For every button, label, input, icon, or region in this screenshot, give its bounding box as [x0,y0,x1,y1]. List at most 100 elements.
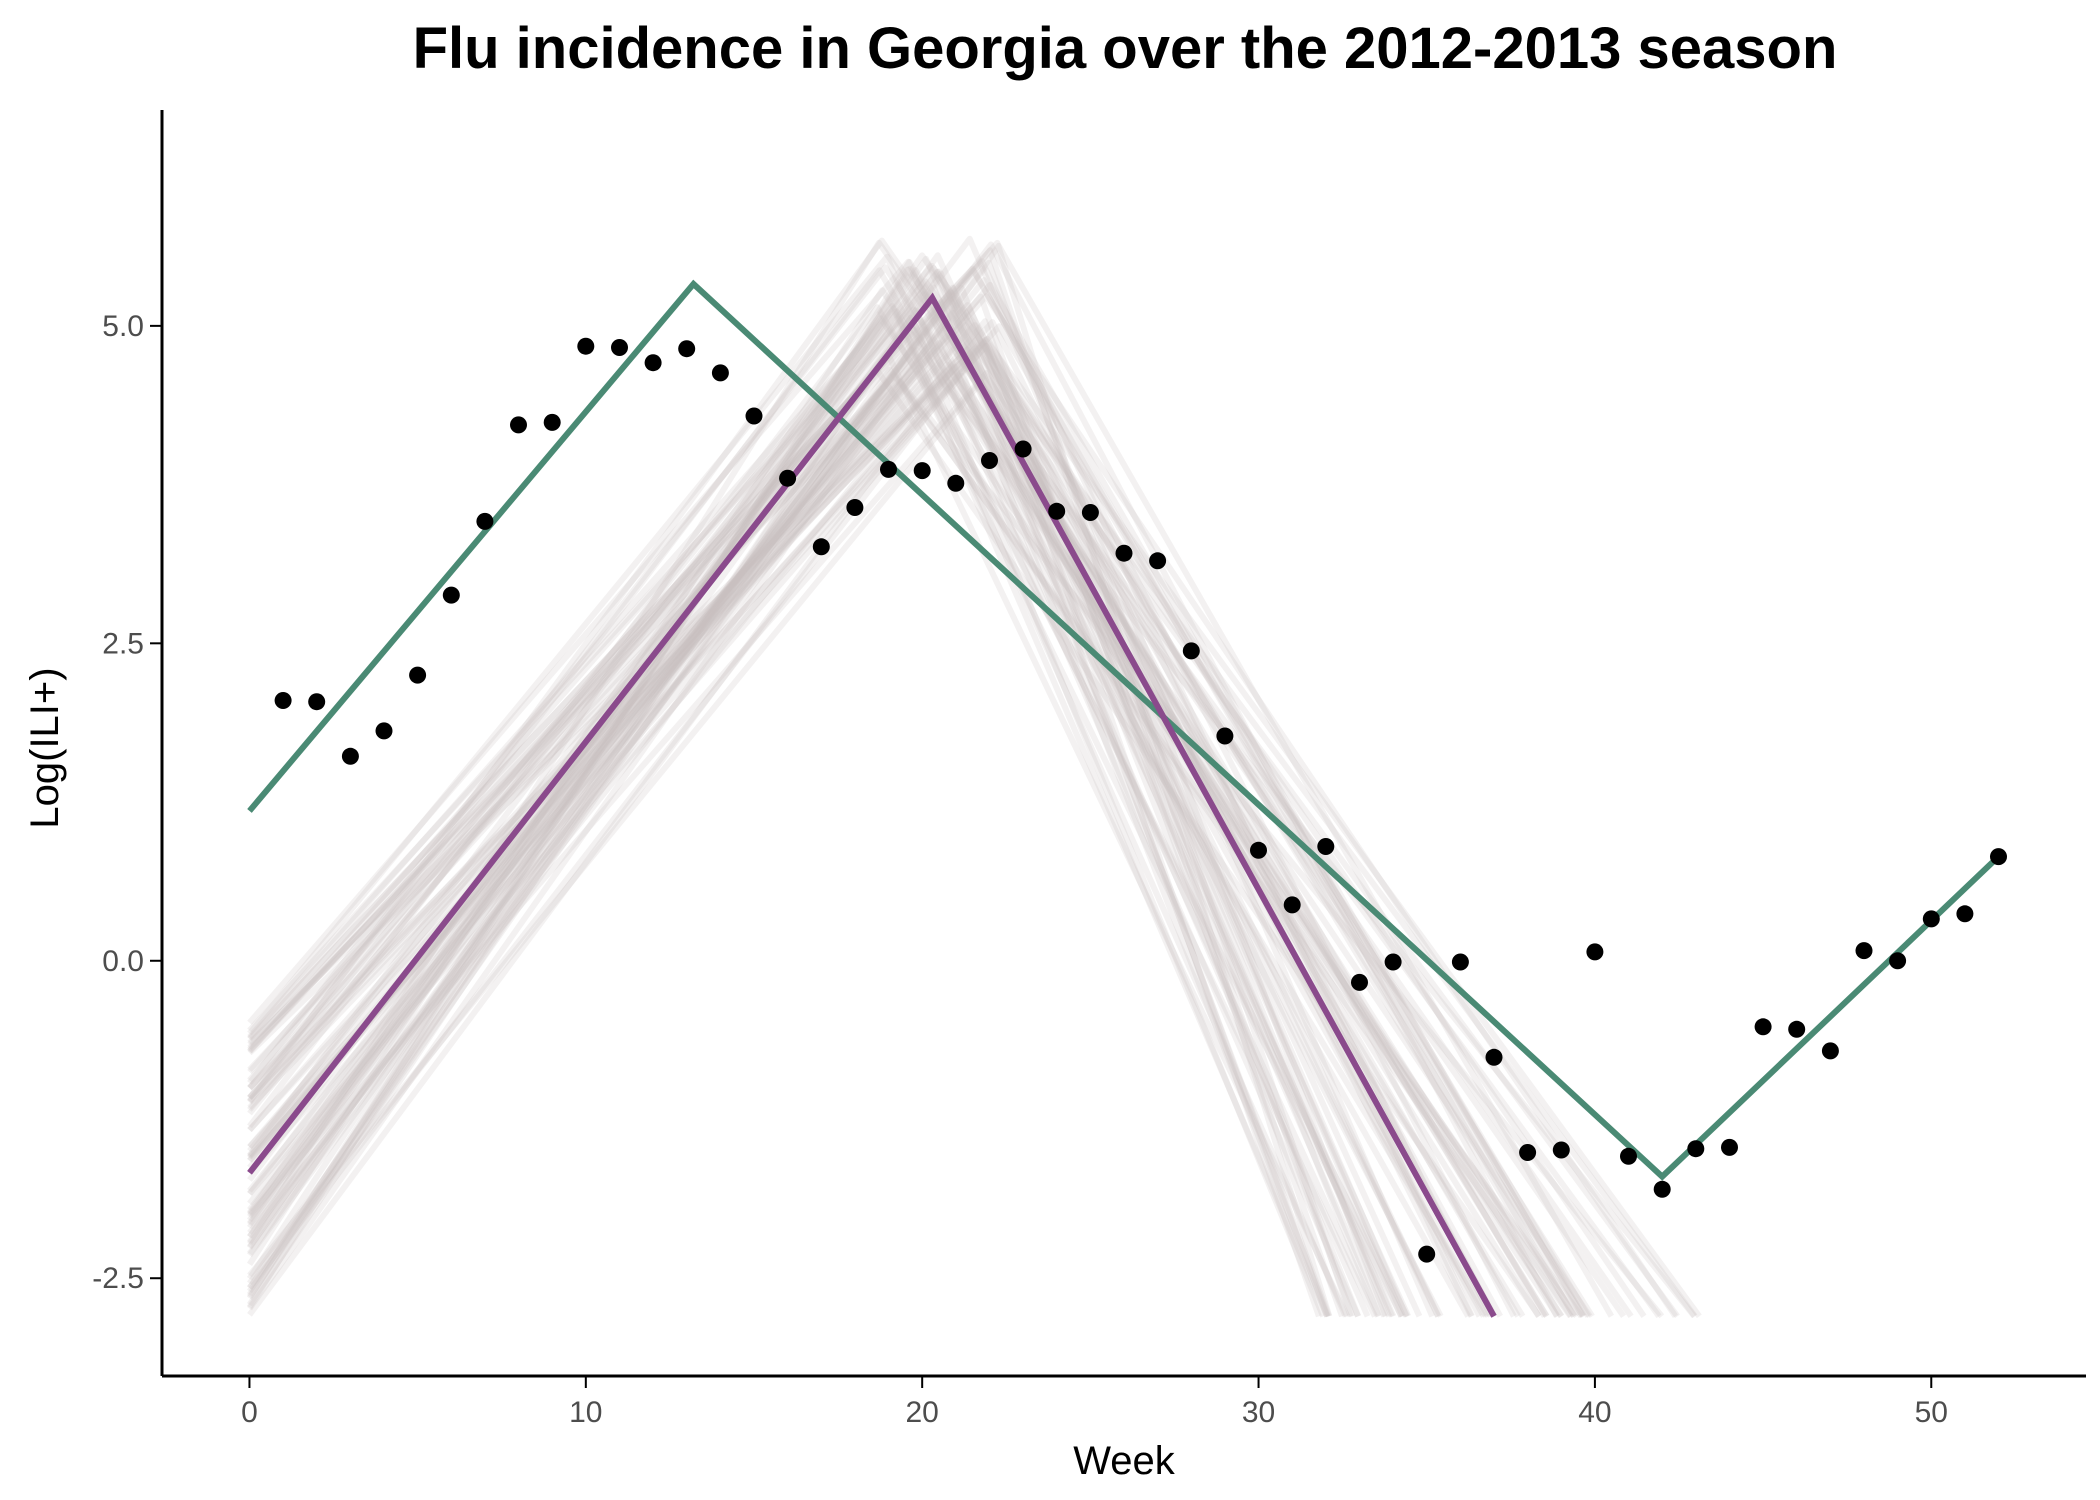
ensemble-line [247,378,1665,1319]
ensemble-line [247,265,1411,1318]
ensemble-line [247,326,1381,1318]
ensemble-line [247,315,1565,1318]
ensemble-line [246,267,1521,1318]
fit-lines [247,279,2001,1318]
data-point [1014,440,1032,458]
ensemble-line [246,265,1550,1318]
ensemble-line [247,305,1405,1318]
data-point [1687,1140,1705,1158]
data-point [577,337,595,355]
ensemble-line [247,285,1382,1318]
ensemble-line [247,247,1354,1318]
ensemble-line [247,318,1356,1318]
ensemble-line [247,239,1333,1318]
ensemble-line [247,339,1410,1318]
data-point [1922,910,1940,928]
data-point [1048,502,1066,520]
ensemble-line [247,265,1577,1318]
data-point [274,692,292,709]
ensemble-line [247,253,1326,1318]
ensemble-lines [246,235,1702,1319]
data-point [779,469,797,487]
data-point [1182,642,1200,660]
ensemble-line [247,235,1435,1318]
ensemble-line [246,259,1489,1318]
ensemble-line [247,242,1615,1318]
ensemble-line [247,303,1331,1318]
data-point [1990,848,2007,866]
data-point [1721,1138,1738,1156]
ensemble-line [247,322,1442,1318]
ensemble-line [247,258,1371,1318]
y-tick-label: -2.5 [92,1262,144,1295]
data-point [1788,1020,1806,1038]
ensemble-line [247,370,1378,1318]
ensemble-line [247,323,1591,1318]
ensemble-line [247,302,1474,1318]
ensemble-line [247,291,1550,1318]
ensemble-line [247,347,1697,1319]
data-point [1115,544,1133,562]
data-point [1216,727,1234,745]
observed-points [274,337,2007,1263]
ensemble-line [247,325,1561,1318]
ensemble-line [247,322,1322,1318]
ensemble-line [247,262,1702,1319]
ensemble-line [247,277,1517,1318]
data-point [1081,504,1099,521]
ensemble-line [247,342,1392,1318]
ensemble-line [247,308,1349,1318]
ensemble-line [247,252,1647,1318]
data-point [1754,1018,1772,1036]
ensemble-line [247,338,1406,1318]
data-point [1889,952,1907,970]
ensemble-line [247,372,1573,1319]
x-tick-label: 50 [1915,1396,1948,1429]
x-tick-label: 40 [1578,1396,1611,1429]
data-point [476,512,494,530]
data-point [745,407,763,425]
data-point [510,416,527,434]
ensemble-line [247,372,1487,1318]
ensemble-line [247,289,1362,1318]
ensemble-line [247,270,1330,1318]
data-point [644,354,662,372]
ensemble-line [247,336,1497,1318]
ensemble-line [247,315,1580,1319]
data-point [1552,1141,1570,1159]
fit-line-purple [247,292,1497,1318]
data-point [711,364,729,382]
ensemble-line [247,241,1560,1318]
data-point [1956,905,1974,923]
ensemble-line [247,363,1405,1318]
y-tick-label: 2.5 [102,627,144,660]
data-point [375,722,393,740]
y-axis-ticks: -2.5 0.0 2.5 5.0 [92,310,162,1295]
x-tick-label: 0 [241,1396,258,1429]
ensemble-line [247,346,1662,1319]
data-point [913,462,931,480]
ensemble-line [247,342,1586,1318]
data-point [1451,953,1469,971]
y-axis-title: Log(ILI+) [23,667,67,828]
chart-title: Flu incidence in Georgia over the 2012-2… [413,16,1838,81]
data-point [846,499,864,516]
data-point [1586,943,1604,961]
x-tick-label: 10 [569,1396,602,1429]
y-tick-label: 5.0 [102,310,144,343]
data-point [678,340,696,358]
data-point [1250,841,1267,859]
ensemble-line [247,296,1548,1318]
x-tick-label: 30 [1242,1396,1275,1429]
x-axis-ticks: 0 10 20 30 40 50 [241,1376,1948,1429]
ensemble-line [247,284,1388,1318]
data-point [1485,1048,1503,1066]
data-point [543,413,561,431]
x-tick-label: 20 [905,1396,938,1429]
ensemble-line [247,366,1584,1319]
data-point [1620,1147,1637,1165]
ensemble-line [247,361,1542,1318]
ensemble-line [247,267,1471,1318]
